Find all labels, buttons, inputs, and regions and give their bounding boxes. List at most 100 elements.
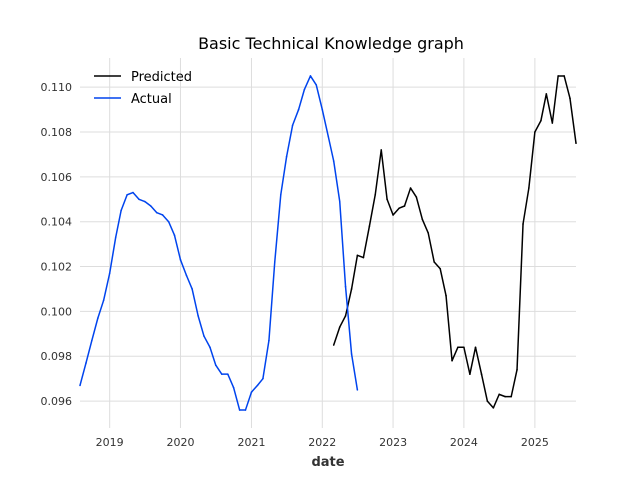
data-point-actual xyxy=(214,364,217,367)
series-line-actual xyxy=(79,75,359,411)
data-point-actual xyxy=(179,259,182,261)
y-tick-label: 0.096 xyxy=(41,395,73,408)
data-point-actual xyxy=(126,193,128,196)
data-point-actual xyxy=(356,389,359,391)
data-point-actual xyxy=(114,236,117,239)
data-point-actual xyxy=(273,261,276,263)
x-axis-label: date xyxy=(311,455,344,470)
data-point-predicted xyxy=(480,373,483,375)
data-point-actual xyxy=(344,285,347,288)
data-point-predicted xyxy=(457,346,459,349)
data-point-actual xyxy=(120,209,122,212)
data-point-predicted xyxy=(415,196,418,198)
data-point-predicted xyxy=(338,326,341,328)
data-point-actual xyxy=(97,317,99,319)
y-tick-label: 0.110 xyxy=(41,81,73,94)
data-point-actual xyxy=(79,384,81,387)
data-point-predicted xyxy=(398,207,400,210)
data-point-predicted xyxy=(569,97,571,100)
data-point-predicted xyxy=(368,225,371,227)
data-point-actual xyxy=(150,205,152,207)
data-point-actual xyxy=(262,377,264,380)
data-point-predicted xyxy=(392,214,394,216)
data-point-predicted xyxy=(469,373,471,375)
data-point-predicted xyxy=(332,344,335,346)
data-point-actual xyxy=(167,220,170,223)
data-point-predicted xyxy=(534,131,536,133)
data-point-actual xyxy=(197,315,199,317)
x-tick-label: 2023 xyxy=(379,436,407,449)
data-point-actual xyxy=(173,234,176,236)
y-tick-label: 0.106 xyxy=(41,171,73,184)
data-point-actual xyxy=(156,211,158,214)
data-point-predicted xyxy=(362,256,365,259)
y-tick-label: 0.104 xyxy=(41,216,73,229)
data-point-actual xyxy=(185,274,188,277)
data-point-predicted xyxy=(486,400,489,402)
legend-label-actual: Actual xyxy=(131,92,172,107)
data-point-actual xyxy=(138,198,140,201)
data-point-actual xyxy=(161,214,164,216)
data-point-actual xyxy=(315,84,318,86)
data-point-predicted xyxy=(403,205,406,207)
x-tick-label: 2022 xyxy=(308,436,336,449)
legend: Predicted Actual xyxy=(94,70,192,107)
chart-title: Basic Technical Knowledge graph xyxy=(198,34,464,53)
grid xyxy=(80,58,576,428)
x-tick-label: 2021 xyxy=(237,436,265,449)
data-point-actual xyxy=(297,108,300,111)
data-point-predicted xyxy=(374,193,377,196)
data-point-predicted xyxy=(350,288,353,290)
data-point-actual xyxy=(303,88,306,91)
data-point-actual xyxy=(279,193,282,196)
data-point-predicted xyxy=(474,346,477,349)
data-point-predicted xyxy=(409,187,412,189)
data-point-actual xyxy=(209,346,211,349)
data-point-actual xyxy=(309,75,312,77)
y-tick-label: 0.108 xyxy=(41,126,73,139)
data-point-predicted xyxy=(510,395,513,398)
data-point-predicted xyxy=(439,267,442,270)
data-point-predicted xyxy=(451,359,453,362)
y-tick-label: 0.100 xyxy=(41,305,73,318)
data-point-actual xyxy=(203,335,205,337)
data-point-predicted xyxy=(498,393,500,396)
data-point-predicted xyxy=(492,407,495,409)
data-point-predicted xyxy=(563,75,565,77)
data-point-actual xyxy=(227,373,229,375)
data-point-actual xyxy=(338,200,341,203)
data-point-actual xyxy=(291,124,294,127)
data-point-actual xyxy=(91,339,93,342)
data-point-actual xyxy=(108,272,111,275)
y-tick-label: 0.102 xyxy=(41,261,73,274)
x-tick-label: 2025 xyxy=(521,436,549,449)
data-point-actual xyxy=(350,353,353,355)
data-point-predicted xyxy=(528,187,530,189)
data-point-predicted xyxy=(551,122,554,124)
data-point-predicted xyxy=(504,395,507,398)
data-point-predicted xyxy=(522,223,524,225)
data-point-predicted xyxy=(433,261,436,263)
data-point-actual xyxy=(285,155,288,158)
data-point-predicted xyxy=(386,198,388,201)
series-layer xyxy=(79,75,577,411)
data-point-actual xyxy=(238,409,241,411)
data-point-actual xyxy=(332,160,335,162)
x-tick-label: 2024 xyxy=(450,436,478,449)
data-point-predicted xyxy=(557,75,559,77)
data-point-actual xyxy=(143,200,146,203)
data-point-actual xyxy=(327,135,330,138)
data-point-actual xyxy=(232,386,235,389)
data-point-actual xyxy=(256,384,259,387)
legend-label-predicted: Predicted xyxy=(131,70,192,85)
data-point-predicted xyxy=(545,93,548,95)
data-point-actual xyxy=(191,288,193,290)
data-point-predicted xyxy=(445,294,447,297)
data-point-actual xyxy=(244,409,247,411)
data-point-predicted xyxy=(575,142,577,145)
tick-labels: 0.096 0.098 0.100 0.102 0.104 0.106 0.108 0.110… xyxy=(41,81,549,449)
data-point-predicted xyxy=(344,315,347,317)
